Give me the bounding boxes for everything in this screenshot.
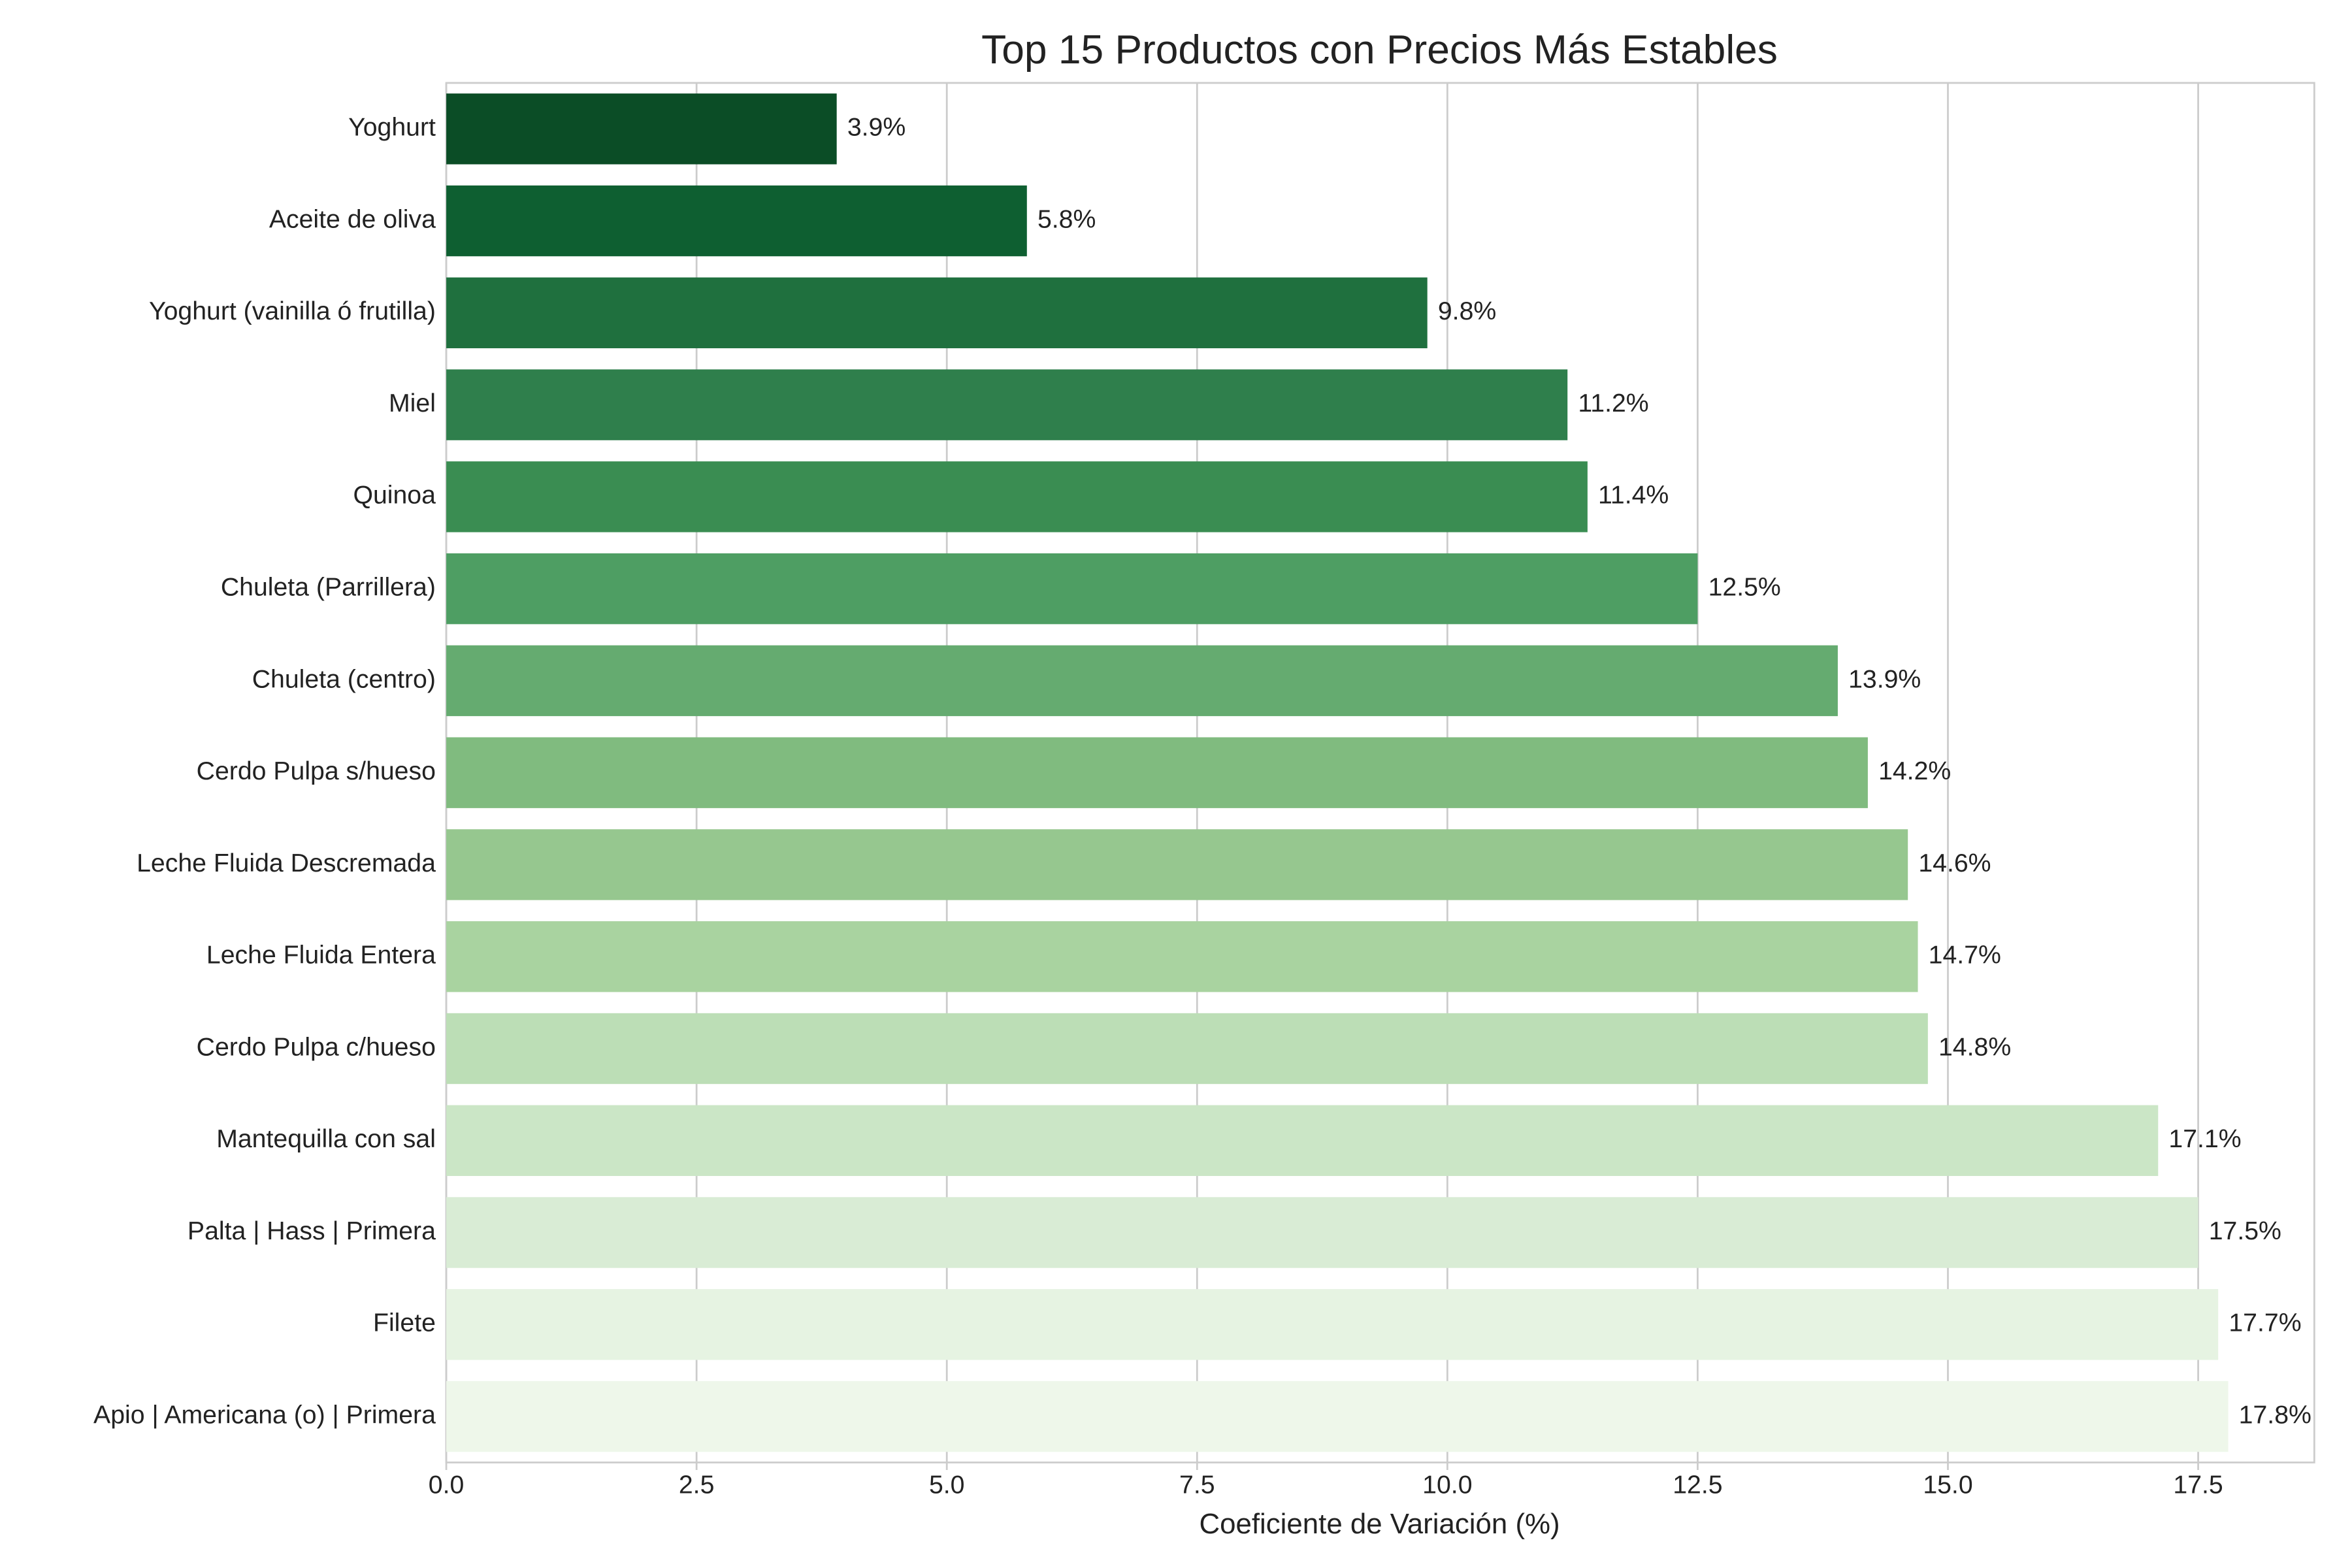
x-tick-label: 5.0 xyxy=(929,1471,965,1499)
value-label: 14.2% xyxy=(1878,757,1951,785)
x-tick-label: 2.5 xyxy=(679,1471,715,1499)
value-label: 14.6% xyxy=(1918,849,1991,877)
value-label: 17.8% xyxy=(2239,1400,2311,1429)
bar xyxy=(446,1013,1928,1085)
value-label: 17.7% xyxy=(2229,1309,2301,1337)
bar xyxy=(446,553,1698,625)
chart-title: Top 15 Productos con Precios Más Estable… xyxy=(981,27,1778,73)
bar xyxy=(446,1380,2229,1452)
y-tick-label: Chuleta (centro) xyxy=(252,664,436,693)
bar xyxy=(446,1289,2219,1360)
x-tick-label: 12.5 xyxy=(1673,1471,1722,1499)
x-tick-label: 0.0 xyxy=(429,1471,465,1499)
value-label: 17.5% xyxy=(2209,1217,2281,1245)
value-label: 14.7% xyxy=(1929,941,2001,970)
value-label: 11.2% xyxy=(1578,389,1648,417)
bar xyxy=(446,461,1588,532)
y-tick-label: Palta | Hass | Primera xyxy=(188,1217,436,1245)
value-label: 12.5% xyxy=(1708,573,1781,602)
x-tick-label: 15.0 xyxy=(1923,1471,1972,1499)
bar xyxy=(446,93,837,165)
value-label: 3.9% xyxy=(847,113,906,142)
value-label: 14.8% xyxy=(1938,1032,2011,1061)
y-tick-label: Aceite de oliva xyxy=(269,204,436,233)
value-label: 13.9% xyxy=(1848,664,1921,693)
x-tick-label: 7.5 xyxy=(1179,1471,1215,1499)
y-tick-label: Leche Fluida Entera xyxy=(206,941,436,970)
y-tick-label: Mantequilla con sal xyxy=(216,1124,436,1153)
y-tick-label: Cerdo Pulpa s/hueso xyxy=(197,757,436,785)
bar xyxy=(446,185,1027,257)
y-tick-label: Yoghurt xyxy=(348,113,436,142)
bar xyxy=(446,1197,2198,1268)
x-axis-label: Coeficiente de Variación (%) xyxy=(1199,1508,1560,1540)
y-tick-label: Miel xyxy=(389,389,436,417)
bar xyxy=(446,737,1868,808)
x-tick-label: 17.5 xyxy=(2173,1471,2223,1499)
bar xyxy=(446,645,1838,717)
y-tick-label: Chuleta (Parrillera) xyxy=(221,573,436,602)
bar xyxy=(446,277,1428,349)
y-tick-label: Yoghurt (vainilla ó frutilla) xyxy=(149,297,436,325)
y-tick-label: Cerdo Pulpa c/hueso xyxy=(197,1032,436,1061)
y-tick-label: Filete xyxy=(373,1309,436,1337)
value-label: 9.8% xyxy=(1438,297,1496,325)
bar xyxy=(446,829,1908,900)
bar xyxy=(446,1105,2159,1176)
value-label: 11.4% xyxy=(1598,481,1669,510)
y-tick-label: Apio | Americana (o) | Primera xyxy=(93,1400,436,1429)
x-tick-label: 10.0 xyxy=(1422,1471,1472,1499)
y-tick-label: Leche Fluida Descremada xyxy=(137,849,436,877)
bar xyxy=(446,921,1918,992)
value-label: 17.1% xyxy=(2168,1124,2241,1153)
bar xyxy=(446,369,1568,440)
y-tick-label: Quinoa xyxy=(353,481,436,510)
value-label: 5.8% xyxy=(1037,204,1096,233)
